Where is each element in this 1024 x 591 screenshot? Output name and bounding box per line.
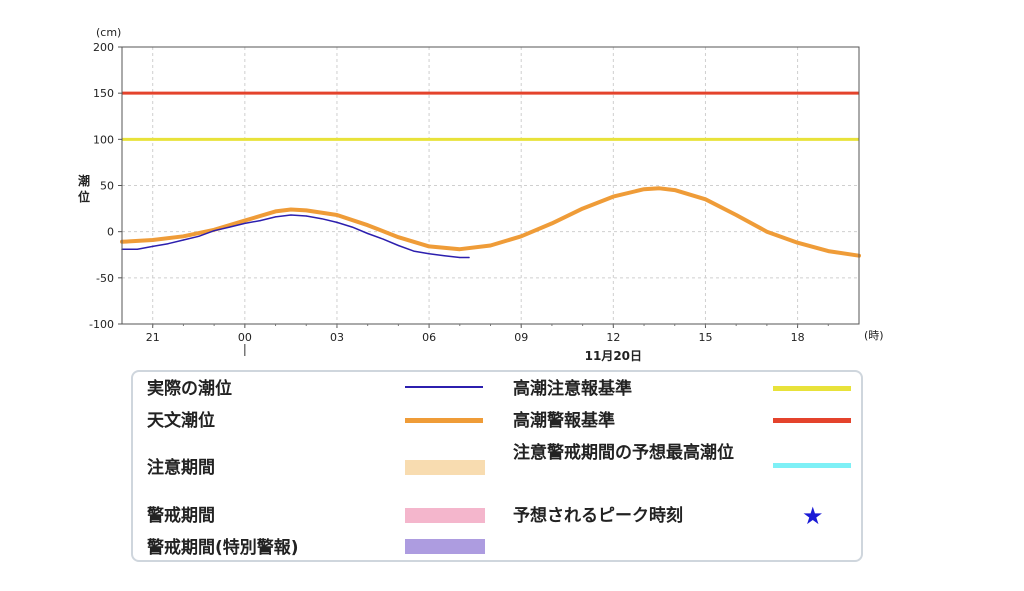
y-tick-label: 50 bbox=[100, 180, 114, 193]
x-tick-label: 03 bbox=[330, 331, 344, 344]
chart-grid bbox=[122, 47, 859, 324]
data-point-astronomical bbox=[796, 242, 799, 244]
legend-label: 注意期間 bbox=[147, 458, 215, 478]
y-tick-label: 0 bbox=[107, 226, 114, 239]
data-point-actual bbox=[397, 244, 399, 247]
data-point-actual bbox=[351, 226, 353, 228]
data-point-astronomical bbox=[305, 209, 307, 212]
legend-band-swatch bbox=[405, 508, 485, 523]
tide-chart: 200 150 100 50 0 -50 -100 21 00 03 06 09 12 15 18 (cm… bbox=[78, 26, 884, 363]
data-point-actual bbox=[244, 222, 246, 224]
legend-line-swatch bbox=[773, 386, 851, 391]
y-tick-label: 200 bbox=[93, 41, 114, 54]
data-point-astronomical bbox=[766, 231, 768, 233]
data-point-actual bbox=[459, 256, 461, 259]
data-point-actual bbox=[228, 226, 231, 228]
x-axis-ticks: 21 00 03 06 09 12 15 18 bbox=[146, 324, 829, 344]
data-point-actual bbox=[198, 235, 200, 237]
data-point-astronomical bbox=[397, 236, 399, 238]
legend-line-swatch bbox=[773, 418, 851, 423]
x-axis-unit: (時) bbox=[864, 329, 884, 342]
y-axis-ticks: 200 150 100 50 0 -50 -100 bbox=[89, 41, 122, 331]
y-axis-unit: (cm) bbox=[96, 26, 121, 39]
data-point-astronomical bbox=[182, 235, 185, 237]
series-line-actual bbox=[121, 214, 470, 259]
legend-band-swatch bbox=[405, 539, 485, 554]
y-tick-label: -50 bbox=[96, 272, 114, 285]
legend-label: 予想されるピーク時刻 bbox=[513, 506, 683, 526]
x-tick-label: 00 bbox=[238, 331, 252, 344]
chart-series bbox=[120, 186, 861, 259]
data-point-astronomical bbox=[336, 214, 338, 216]
legend-line-swatch bbox=[405, 386, 483, 388]
legend-label: 実際の潮位 bbox=[147, 379, 232, 399]
data-point-actual bbox=[428, 253, 430, 255]
legend-label: 高潮警報基準 bbox=[513, 411, 615, 431]
legend-label: 注意警戒期間の予想最高潮位 bbox=[513, 443, 734, 463]
data-point-astronomical bbox=[520, 235, 522, 237]
data-point-astronomical bbox=[704, 198, 707, 200]
y-axis-label: 潮位 bbox=[78, 173, 90, 204]
data-point-actual bbox=[274, 216, 277, 218]
legend-line-swatch bbox=[405, 418, 483, 423]
legend-band-swatch bbox=[405, 460, 485, 475]
data-point-astronomical bbox=[290, 208, 292, 211]
x-tick-label: 18 bbox=[791, 331, 805, 344]
data-point-actual bbox=[382, 238, 384, 240]
legend-line-swatch bbox=[773, 463, 851, 468]
data-point-actual bbox=[213, 230, 215, 232]
x-tick-label: 12 bbox=[606, 331, 620, 344]
legend: 実際の潮位 高潮注意報基準天文潮位 高潮警報基準注意期間 注意警戒期間の予想最高潮位警… bbox=[131, 370, 863, 562]
x-tick-label: 09 bbox=[514, 331, 528, 344]
x-tick-label: 21 bbox=[146, 331, 160, 344]
y-tick-label: 150 bbox=[93, 87, 114, 100]
data-point-actual bbox=[182, 239, 185, 241]
data-point-astronomical bbox=[582, 207, 584, 210]
data-point-actual bbox=[259, 219, 261, 222]
data-point-astronomical bbox=[152, 239, 154, 241]
legend-label: 天文潮位 bbox=[147, 411, 215, 431]
data-point-actual bbox=[305, 215, 307, 217]
data-point-astronomical bbox=[244, 219, 246, 222]
legend-label: 警戒期間(特別警報) bbox=[147, 538, 299, 558]
data-point-actual bbox=[321, 218, 323, 220]
data-point-astronomical bbox=[612, 195, 614, 198]
data-point-actual bbox=[167, 243, 169, 245]
reference-lines bbox=[122, 91, 859, 141]
y-tick-label: -100 bbox=[89, 318, 114, 331]
data-point-astronomical bbox=[489, 244, 492, 247]
legend-label: 警戒期間 bbox=[147, 506, 215, 526]
data-point-actual bbox=[367, 232, 369, 235]
data-point-actual bbox=[136, 248, 138, 250]
data-point-astronomical bbox=[827, 250, 829, 252]
data-point-astronomical bbox=[367, 224, 369, 226]
data-point-astronomical bbox=[735, 214, 737, 216]
data-point-astronomical bbox=[551, 222, 553, 224]
data-point-astronomical bbox=[674, 189, 676, 191]
legend-label: 高潮注意報基準 bbox=[513, 379, 632, 399]
x-tick-label: 06 bbox=[422, 331, 436, 344]
data-point-astronomical bbox=[658, 187, 660, 189]
data-point-astronomical bbox=[643, 188, 645, 190]
x-tick-label: 15 bbox=[698, 331, 712, 344]
data-point-astronomical bbox=[274, 210, 277, 212]
data-point-astronomical bbox=[459, 248, 461, 250]
data-point-astronomical bbox=[428, 245, 430, 248]
data-point-actual bbox=[336, 221, 338, 224]
y-tick-label: 100 bbox=[93, 133, 114, 146]
data-point-actual bbox=[152, 245, 154, 248]
legend-star-icon: ★ bbox=[802, 502, 824, 530]
data-point-actual bbox=[290, 214, 292, 216]
data-point-actual bbox=[468, 256, 470, 259]
data-point-actual bbox=[413, 250, 415, 252]
date-label: 11月20日 bbox=[585, 349, 642, 363]
data-point-actual bbox=[443, 255, 446, 257]
